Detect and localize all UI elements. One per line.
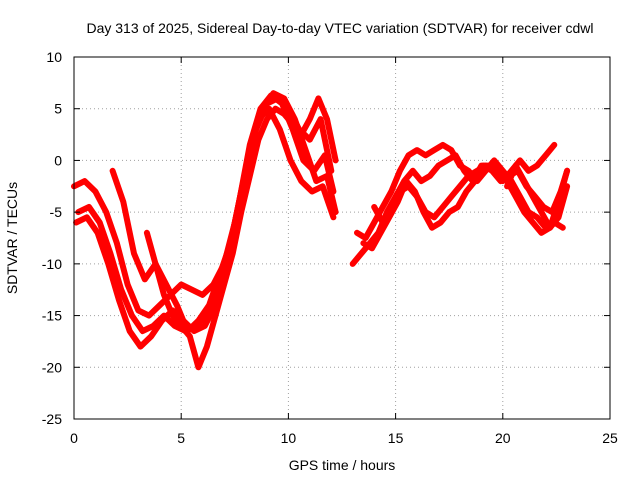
- y-tick-label: -25: [42, 411, 62, 427]
- series-line-sat-5: [143, 95, 339, 371]
- y-tick-label: 5: [54, 101, 62, 117]
- series-line-sat-3: [73, 105, 337, 350]
- axis-ticks: 0 5 10 15 20 25 -25 -20 -15 -10 -5 0 5 10: [42, 49, 618, 446]
- chart-title: Day 313 of 2025, Sidereal Day-to-day VTE…: [86, 20, 593, 36]
- x-tick-label: 0: [70, 430, 78, 446]
- data-series: [71, 90, 571, 371]
- y-tick-label: -10: [42, 256, 62, 272]
- series-line-sat-7: [354, 141, 566, 241]
- y-tick-label: -20: [42, 359, 62, 375]
- y-tick-label: -15: [42, 308, 62, 324]
- y-tick-label: -5: [50, 204, 63, 220]
- y-tick-label: 0: [54, 152, 62, 168]
- series-line-sat-9: [371, 141, 558, 226]
- x-tick-label: 15: [388, 430, 404, 446]
- x-tick-label: 25: [602, 430, 618, 446]
- x-tick-label: 20: [495, 430, 511, 446]
- x-tick-label: 5: [177, 430, 185, 446]
- y-tick-label: 10: [46, 49, 62, 65]
- plot-frame: [73, 56, 611, 420]
- series-line-sat-10: [504, 162, 571, 231]
- x-tick-label: 10: [281, 430, 297, 446]
- y-axis-label: SDTVAR / TECUs: [4, 182, 20, 294]
- x-axis-label: GPS time / hours: [289, 457, 396, 473]
